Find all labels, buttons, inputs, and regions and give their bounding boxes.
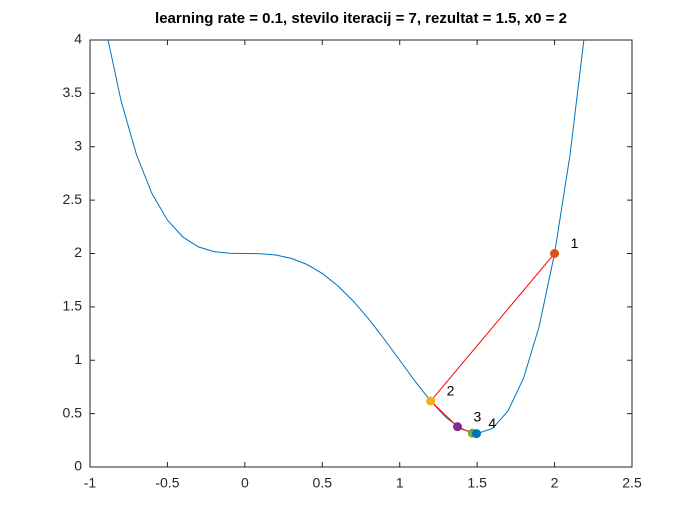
y-tick-label: 2 (74, 244, 82, 260)
y-tick-label: 1.5 (63, 298, 83, 314)
step-label: 4 (488, 415, 496, 431)
chart-title: learning rate = 0.1, stevilo iteracij = … (155, 10, 567, 27)
x-tick-label: -0.5 (155, 475, 179, 491)
y-tick-label: 3 (74, 137, 82, 153)
step-point (550, 249, 560, 258)
step-point (472, 429, 482, 439)
x-tick-label: 2.5 (622, 475, 642, 491)
step-label: 3 (473, 408, 481, 424)
y-tick-label: 1 (74, 351, 82, 367)
y-tick-label: 3.5 (63, 84, 83, 100)
y-tick-label: 4 (74, 31, 82, 47)
x-tick-label: 0 (241, 475, 249, 491)
step-point (452, 422, 462, 432)
y-tick-label: 2.5 (63, 191, 83, 207)
x-tick-label: -1 (84, 475, 97, 491)
function-curve (107, 40, 585, 435)
x-tick-label: 2 (551, 475, 559, 491)
x-tick-label: 1.5 (467, 475, 487, 491)
step-label: 2 (447, 383, 455, 399)
y-tick-label: 0 (74, 458, 82, 474)
step-point (426, 396, 436, 406)
x-tick-label: 1 (396, 475, 404, 491)
x-tick-label: 0.5 (313, 475, 333, 491)
y-tick-label: 0.5 (63, 404, 83, 420)
step-label: 1 (571, 235, 579, 251)
